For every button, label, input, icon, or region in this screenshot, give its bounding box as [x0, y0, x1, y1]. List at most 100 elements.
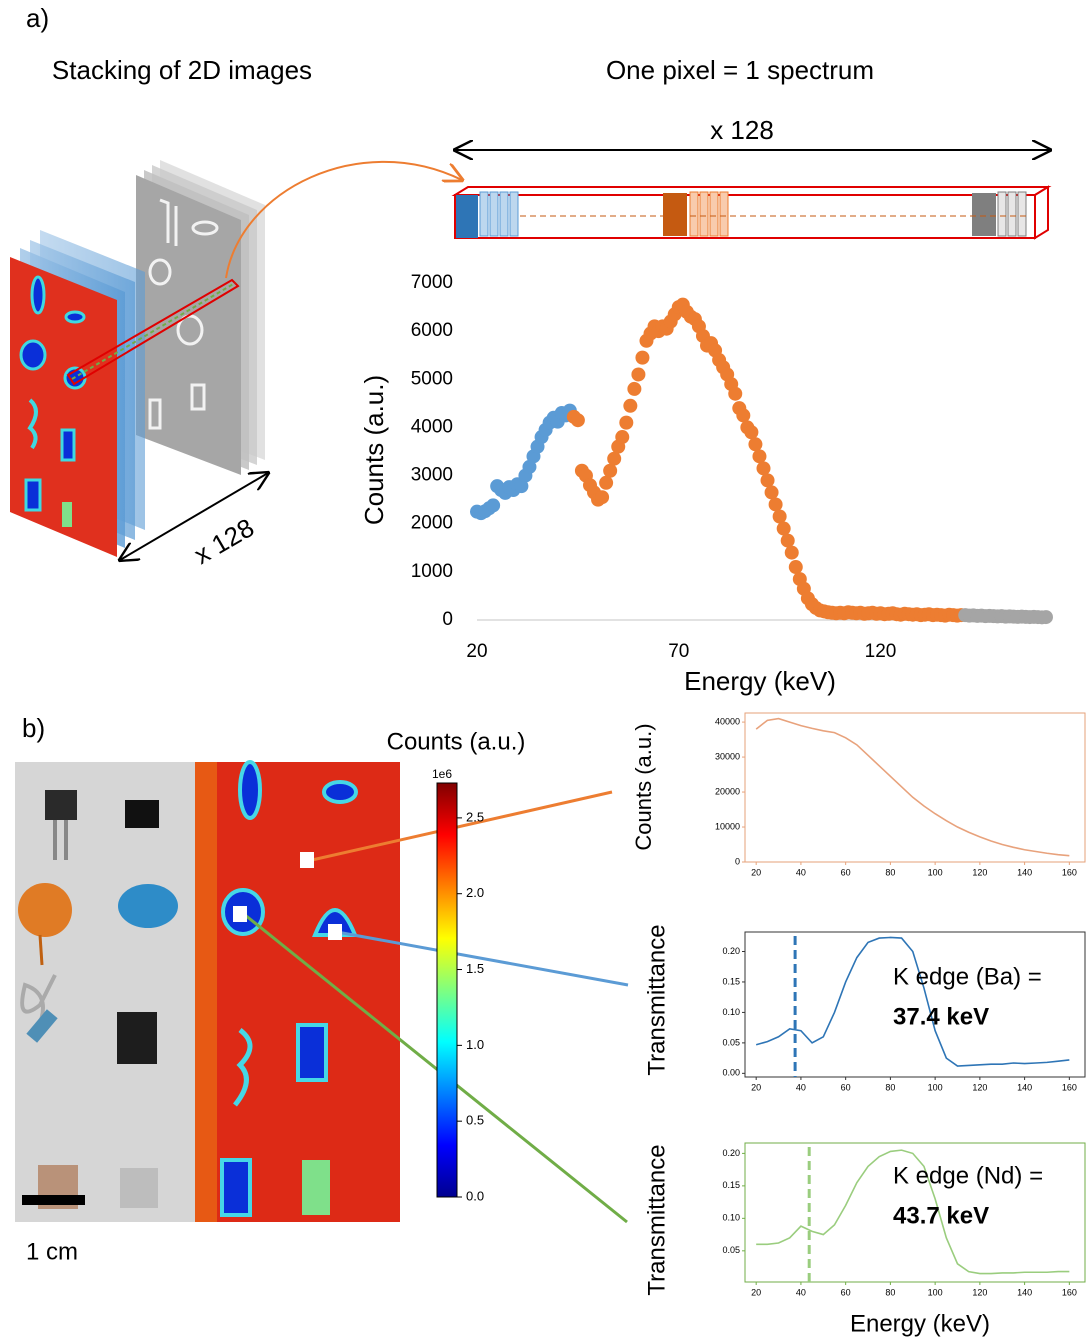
data-point	[744, 425, 759, 440]
data-point	[780, 533, 795, 548]
data-point	[772, 509, 787, 524]
data-point	[603, 463, 618, 478]
x-tick-label: 80	[885, 1287, 895, 1297]
x-tick-label: 140	[1017, 1287, 1032, 1297]
colorbar-tick-label: 0.0	[466, 1188, 484, 1203]
x-tick-label: 60	[841, 1082, 851, 1092]
data-point	[768, 497, 783, 512]
colorbar-tick-label: 1.5	[466, 961, 484, 976]
x-tick-label: 160	[1062, 1082, 1077, 1092]
y-tick-label: 0.20	[722, 946, 740, 956]
data-line	[755, 936, 1070, 1067]
plot-frame	[744, 1142, 1086, 1283]
colorbar-tick-label: 2.5	[466, 809, 484, 824]
data-point	[486, 498, 501, 513]
x-tick-label: 60	[841, 1287, 851, 1297]
plot-frame	[744, 931, 1086, 1078]
y-tick-label: 0.15	[722, 976, 740, 986]
data-point	[764, 485, 779, 500]
colorbar-tick-label: 0.5	[466, 1113, 484, 1128]
callouts	[233, 790, 629, 1224]
colorbar-tick-label: 2.0	[466, 885, 484, 900]
colorbar	[436, 782, 458, 1198]
y-tick-label: 1000	[411, 561, 453, 582]
x-axis-label: Energy (keV)	[684, 666, 836, 696]
scale-label: 1 cm	[26, 1238, 78, 1265]
colorbar-title: Counts (a.u.)	[387, 728, 526, 755]
y-tick-label: 0	[735, 856, 740, 866]
x-axis-label: Energy (keV)	[850, 1310, 990, 1337]
y-tick-label: 0.05	[722, 1037, 740, 1047]
annotation: 43.7 keV	[893, 1202, 989, 1229]
data-point	[635, 350, 650, 365]
scale-bar	[22, 1195, 85, 1205]
x-tick-label: 120	[972, 867, 987, 877]
data-point	[752, 449, 767, 464]
plot-frame	[744, 712, 1086, 863]
y-axis-label: Transmittance	[643, 924, 670, 1075]
panel-title: One pixel = 1 spectrum	[606, 55, 874, 85]
data-point	[623, 398, 638, 413]
y-tick-label: 0.00	[722, 1068, 740, 1078]
channels-label: x 128	[710, 115, 774, 145]
charts: 0.00.51.01.52.02.520 70 120010002000300040…	[359, 272, 1086, 1337]
data-point	[627, 381, 642, 396]
data-point	[788, 560, 803, 575]
y-tick-label: 0.10	[722, 1007, 740, 1017]
colorbar-tick-label: 1.0	[466, 1037, 484, 1052]
y-tick-label: 0.15	[722, 1180, 740, 1190]
x-tick-label: 80	[885, 1082, 895, 1092]
x-tick-label: 80	[885, 867, 895, 877]
data-point	[595, 490, 610, 505]
y-tick-label: 7000	[411, 272, 453, 293]
colorbar-offset: 1e6	[432, 767, 452, 781]
x-tick-label: 40	[796, 1082, 806, 1092]
panel-title: Stacking of 2D images	[52, 55, 312, 85]
data-point	[748, 437, 763, 452]
y-tick-label: 6000	[411, 320, 453, 341]
data-point	[615, 430, 630, 445]
data-point	[784, 545, 799, 560]
y-tick-label: 5000	[411, 368, 453, 389]
data-point	[760, 473, 775, 488]
panel-label: a)	[26, 3, 49, 33]
x-tick-label: 20	[751, 1082, 761, 1092]
y-axis-label: Counts (a.u.)	[359, 375, 389, 525]
gray-stack	[136, 160, 265, 475]
x-tick-label: 160	[1062, 1287, 1077, 1297]
x-tick-label: 120	[865, 641, 897, 662]
x-tick-label: 40	[796, 1287, 806, 1297]
y-tick-label: 0	[442, 609, 453, 630]
y-tick-label: 2000	[411, 513, 453, 534]
x-tick-label: 70	[668, 641, 689, 662]
data-point	[756, 461, 771, 476]
photo	[15, 762, 195, 1222]
depth-arrow	[120, 473, 268, 560]
color-stack	[10, 230, 145, 557]
annotation: K edge (Nd) =	[893, 1162, 1043, 1189]
y-tick-label: 30000	[715, 751, 740, 761]
x-tick-label: 100	[928, 867, 943, 877]
y-axis-label: Counts (a.u.)	[631, 723, 656, 850]
x-tick-label: 20	[751, 867, 761, 877]
y-axis-label: Transmittance	[643, 1144, 670, 1295]
x-tick-label: 40	[796, 867, 806, 877]
data-point	[599, 475, 614, 490]
depth-label: x 128	[189, 512, 259, 570]
y-tick-label: 40000	[715, 716, 740, 726]
data-point	[522, 459, 537, 474]
y-tick-label: 0.05	[722, 1245, 740, 1255]
data-point	[514, 479, 529, 494]
data-line	[756, 1149, 1070, 1275]
data-point	[736, 408, 751, 423]
y-tick-label: 4000	[411, 416, 453, 437]
x-tick-label: 20	[751, 1287, 761, 1297]
data-point	[570, 413, 585, 428]
x-tick-label: 140	[1017, 867, 1032, 877]
y-tick-label: 0.20	[722, 1148, 740, 1158]
spectrum-bar	[451, 185, 1052, 240]
y-tick-label: 0.10	[722, 1213, 740, 1223]
data-point	[607, 451, 622, 466]
